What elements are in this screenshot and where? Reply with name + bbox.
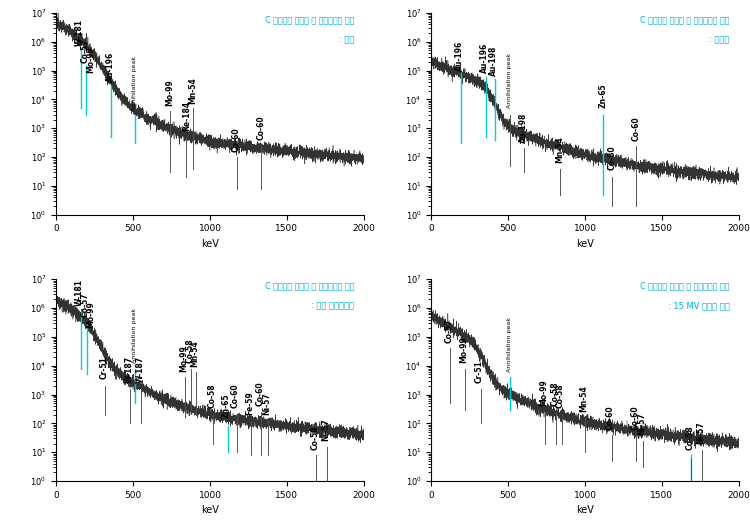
Text: C 의료기관 지멘스 사 선형가속기 부품: C 의료기관 지멘스 사 선형가속기 부품	[265, 15, 355, 24]
Text: Annihilation peak: Annihilation peak	[507, 53, 512, 108]
Text: Mo-99: Mo-99	[86, 47, 94, 73]
Text: Zn-65: Zn-65	[598, 84, 608, 108]
Text: Co-60: Co-60	[232, 127, 241, 152]
Text: Zn-65: Zn-65	[222, 394, 231, 418]
Text: C 의료기관 지멘스 사 선형가속기 부품: C 의료기관 지멘스 사 선형가속기 부품	[265, 281, 355, 290]
Text: Mo-99: Mo-99	[539, 379, 548, 406]
Text: Mo-99: Mo-99	[86, 302, 94, 328]
X-axis label: keV: keV	[576, 505, 594, 515]
Text: Co-58: Co-58	[686, 425, 694, 450]
Text: Au-198: Au-198	[519, 113, 528, 144]
Text: Annihilation peak: Annihilation peak	[507, 317, 512, 372]
Text: Mn-54: Mn-54	[190, 340, 200, 367]
Text: Mn-54: Mn-54	[188, 77, 197, 104]
Text: Co-58: Co-58	[185, 339, 194, 363]
Text: Ni-57: Ni-57	[638, 412, 646, 435]
Text: Co-60: Co-60	[608, 146, 616, 170]
Text: Co-58: Co-58	[207, 383, 216, 408]
Text: Co-60: Co-60	[631, 405, 640, 430]
X-axis label: keV: keV	[201, 239, 219, 249]
Text: W-181: W-181	[74, 19, 83, 46]
Text: Co-58: Co-58	[310, 425, 320, 450]
Text: C 의료기관 지멘스 사 선형가속기 부품: C 의료기관 지멘스 사 선형가속기 부품	[640, 15, 730, 24]
Text: Mo-99: Mo-99	[166, 79, 175, 106]
Text: Mo-99: Mo-99	[459, 336, 468, 363]
Text: C 의료기관 지멘스 사 선형가속기 부품: C 의료기관 지멘스 사 선형가속기 부품	[640, 281, 730, 290]
Text: : 일차 콜리메이터: : 일차 콜리메이터	[311, 302, 355, 310]
Text: : 타겟: : 타겟	[339, 35, 355, 44]
Text: Au-198: Au-198	[489, 46, 498, 76]
Text: W-187: W-187	[135, 356, 144, 383]
Text: Re-184: Re-184	[182, 101, 191, 131]
Text: Fe-59: Fe-59	[246, 391, 255, 414]
Text: : 15 MV 평탄화 필터: : 15 MV 평탄화 필터	[668, 302, 730, 310]
Text: Mn-54: Mn-54	[579, 385, 588, 412]
Text: Co-58: Co-58	[550, 381, 560, 406]
Text: Co-57: Co-57	[81, 292, 90, 317]
Text: Ni-57: Ni-57	[262, 392, 272, 414]
Text: Co-58: Co-58	[556, 383, 565, 408]
Text: Mn-54: Mn-54	[555, 137, 564, 163]
Text: Ni-57: Ni-57	[321, 418, 330, 441]
Text: Co-60: Co-60	[231, 383, 240, 408]
Text: W-187: W-187	[124, 356, 134, 383]
Text: Co-57: Co-57	[444, 319, 453, 343]
Text: W-181: W-181	[75, 279, 84, 306]
Text: Annihilation peak: Annihilation peak	[132, 308, 137, 363]
Text: : 산란박: : 산란박	[710, 35, 730, 44]
Text: Co-57: Co-57	[80, 38, 89, 63]
Text: Au-196: Au-196	[480, 43, 489, 73]
Text: Mo-99: Mo-99	[180, 345, 189, 372]
Text: Co-60: Co-60	[606, 405, 615, 430]
Text: Annihilation peak: Annihilation peak	[132, 56, 137, 111]
Text: Ni-57: Ni-57	[696, 421, 705, 444]
X-axis label: keV: keV	[201, 505, 219, 515]
X-axis label: keV: keV	[576, 239, 594, 249]
Text: Co-60: Co-60	[256, 115, 265, 140]
Text: Co-60: Co-60	[632, 117, 640, 141]
Text: Au-196: Au-196	[455, 41, 464, 71]
Text: Cr-51: Cr-51	[475, 360, 484, 383]
Text: Au-196: Au-196	[106, 52, 116, 82]
Text: Cr-51: Cr-51	[100, 356, 109, 379]
Text: Co-60: Co-60	[256, 381, 265, 406]
